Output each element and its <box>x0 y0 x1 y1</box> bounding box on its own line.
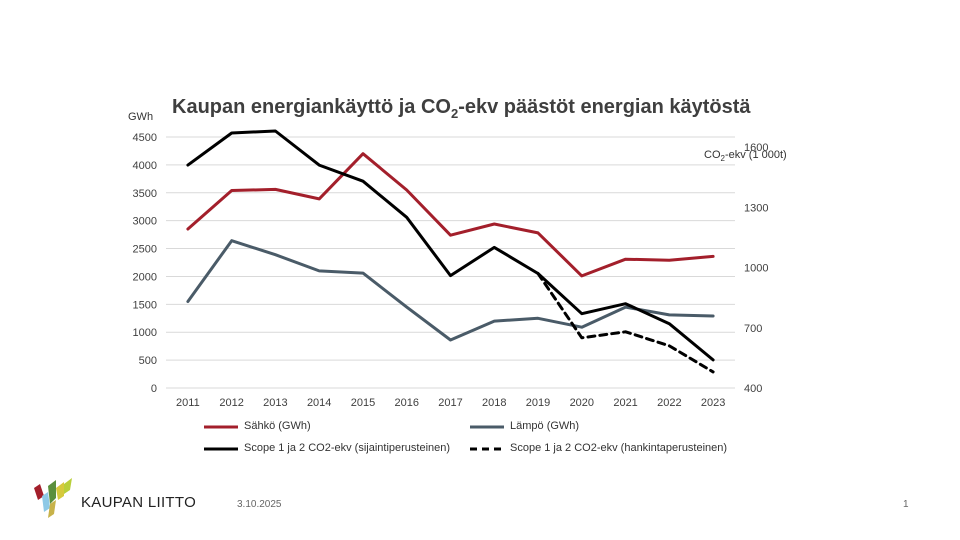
y-left-tick-label: 500 <box>139 355 157 367</box>
x-tick-label: 2014 <box>307 397 331 409</box>
x-tick-label: 2023 <box>701 397 725 409</box>
y-left-tick-label: 3000 <box>133 216 157 228</box>
y-right-tick-label: 1300 <box>744 202 768 214</box>
logo-text: KAUPAN LIITTO <box>81 494 197 511</box>
y-right-label-pre: CO <box>704 149 721 161</box>
y-left-tick-label: 4500 <box>133 132 157 144</box>
series-line-lampo <box>186 239 715 342</box>
y-right-label-sub: 2 <box>720 154 725 164</box>
series-line-sahko <box>186 152 715 278</box>
legend-item: Lämpö (GWh) <box>510 420 580 432</box>
y-right-tick-label: 1000 <box>744 263 768 275</box>
y-right-label-post: -ekv (1 000t) <box>724 149 787 161</box>
y-left-tick-label: 1000 <box>133 327 157 339</box>
series-line-scope-sijainti <box>186 129 715 362</box>
x-tick-label: 2020 <box>570 397 594 409</box>
x-tick-label: 2012 <box>219 397 243 409</box>
x-tick-label: 2019 <box>526 397 550 409</box>
x-tick-label: 2018 <box>482 397 506 409</box>
y-axis-left-label: GWh <box>128 111 154 123</box>
legend-item: Scope 1 ja 2 CO2-ekv (sijaintiperusteine… <box>244 442 451 454</box>
x-tick-label: 2017 <box>438 397 462 409</box>
y-left-tick-label: 4000 <box>133 160 157 172</box>
y-left-tick-label: 0 <box>151 383 157 395</box>
page-number: 1 <box>903 499 909 510</box>
legend-item: Sähkö (GWh) <box>244 420 311 432</box>
x-tick-label: 2011 <box>176 397 200 409</box>
x-tick-label: 2015 <box>351 397 375 409</box>
kaupan-liitto-logo-icon <box>34 478 72 518</box>
y-right-tick-label: 1600 <box>744 142 768 154</box>
y-left-tick-label: 3500 <box>133 188 157 200</box>
title-pre: Kaupan energiankäyttö ja CO <box>172 96 451 118</box>
y-left-tick-label: 2500 <box>133 244 157 256</box>
x-tick-label: 2016 <box>394 397 418 409</box>
title-post: -ekv päästöt energian käytöstä <box>458 96 751 118</box>
y-right-tick-label: 400 <box>744 383 762 395</box>
chart-title: Kaupan energiankäyttö ja CO2-ekv päästöt… <box>172 96 751 121</box>
y-left-tick-label: 2000 <box>133 271 157 283</box>
y-axis-right-label: CO2-ekv (1 000t) <box>704 149 787 163</box>
title-sub: 2 <box>450 106 459 121</box>
y-left-tick-label: 1500 <box>133 299 157 311</box>
series-line-scope-hankinta <box>536 272 715 374</box>
x-tick-label: 2021 <box>613 397 637 409</box>
legend-item: Scope 1 ja 2 CO2-ekv (hankintaperusteine… <box>510 442 728 454</box>
x-tick-label: 2013 <box>263 397 287 409</box>
x-tick-label: 2022 <box>657 397 681 409</box>
y-right-tick-label: 700 <box>744 323 762 335</box>
slide-date: 3.10.2025 <box>237 499 282 510</box>
